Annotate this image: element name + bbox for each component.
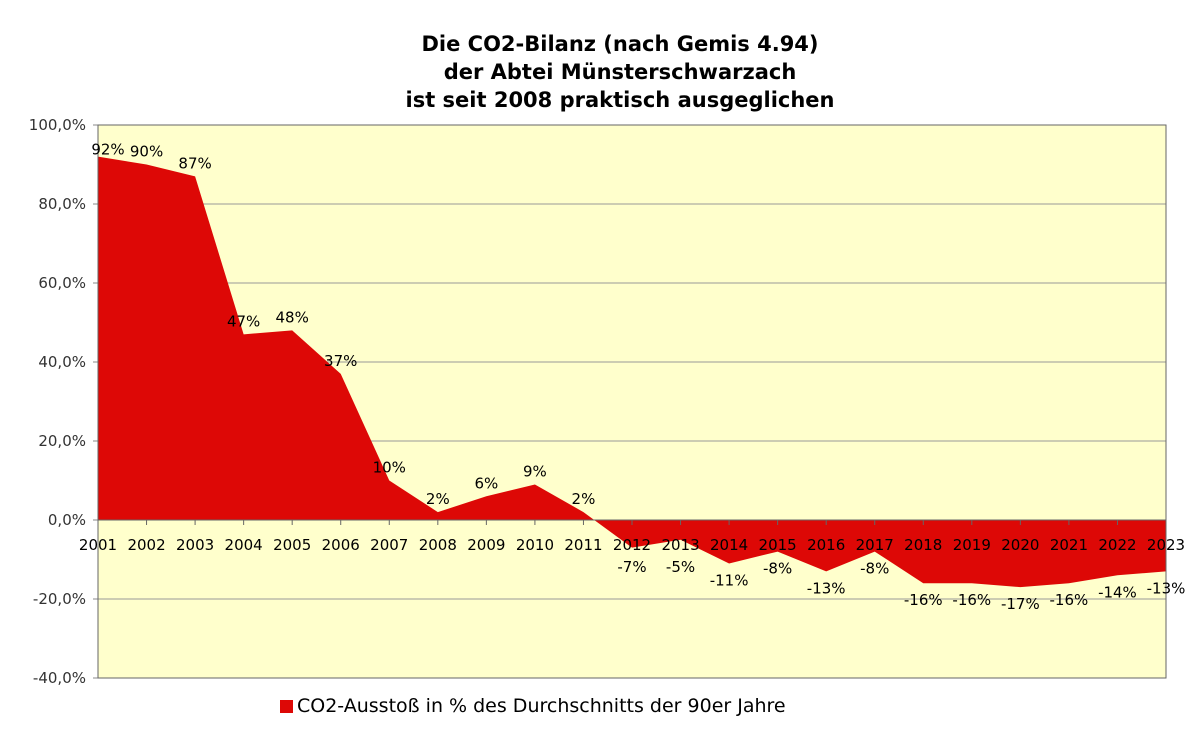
x-tick-label: 2015 (759, 536, 797, 554)
data-label: 87% (178, 154, 211, 172)
data-label: 90% (130, 143, 163, 161)
data-label: -8% (860, 560, 889, 578)
x-tick-label: 2002 (127, 536, 165, 554)
x-tick-label: 2014 (710, 536, 748, 554)
x-tick-label: 2016 (807, 536, 845, 554)
x-tick-label: 2019 (953, 536, 991, 554)
x-tick-label: 2013 (661, 536, 699, 554)
data-label: -8% (763, 560, 792, 578)
title-line-2: der Abtei Münsterschwarzach (443, 60, 797, 84)
x-tick-label: 2009 (467, 536, 505, 554)
data-label: 48% (276, 308, 309, 326)
data-label: 10% (373, 459, 406, 477)
area-series (98, 156, 1166, 588)
x-tick-label: 2012 (613, 536, 651, 554)
data-label: 2% (426, 490, 450, 508)
y-tick-label: 60,0% (38, 274, 86, 292)
data-label: -7% (617, 558, 646, 576)
legend: CO2-Ausstoß in % des Durchschnitts der 9… (280, 695, 786, 717)
data-label: 9% (523, 462, 547, 480)
data-label: -13% (807, 579, 846, 597)
chart-title: Die CO2-Bilanz (nach Gemis 4.94) der Abt… (0, 30, 1200, 114)
x-tick-label: 2017 (856, 536, 894, 554)
title-line-3: ist seit 2008 praktisch ausgeglichen (405, 88, 835, 112)
y-tick-label: 0,0% (48, 511, 86, 529)
data-label: 2% (572, 490, 596, 508)
legend-swatch (280, 699, 293, 713)
y-tick-label: 20,0% (38, 432, 86, 450)
x-tick-label: 2011 (564, 536, 602, 554)
plot-border (97, 124, 1167, 679)
data-label: -11% (710, 571, 749, 589)
data-label: 37% (324, 352, 357, 370)
data-label: 47% (227, 312, 260, 330)
data-label: 6% (474, 474, 498, 492)
x-tick-label: 2023 (1147, 536, 1185, 554)
x-tick-label: 2007 (370, 536, 408, 554)
data-label: -16% (1050, 591, 1089, 609)
x-tick-label: 2004 (225, 536, 263, 554)
x-tick-label: 2001 (79, 536, 117, 554)
x-tick-label: 2006 (322, 536, 360, 554)
x-tick-label: 2005 (273, 536, 311, 554)
title-line-1: Die CO2-Bilanz (nach Gemis 4.94) (421, 32, 819, 56)
data-label: -5% (666, 558, 695, 576)
y-tick-label: 80,0% (38, 195, 86, 213)
y-tick-label: -20,0% (33, 590, 86, 608)
data-label: -14% (1098, 583, 1137, 601)
y-tick-label: -40,0% (33, 669, 86, 687)
legend-label: CO2-Ausstoß in % des Durchschnitts der 9… (297, 695, 786, 717)
x-tick-label: 2020 (1001, 536, 1039, 554)
x-tick-label: 2018 (904, 536, 942, 554)
y-tick-label: 100,0% (29, 116, 86, 134)
x-tick-label: 2008 (419, 536, 457, 554)
x-tick-label: 2022 (1098, 536, 1136, 554)
x-tick-label: 2003 (176, 536, 214, 554)
x-tick-label: 2010 (516, 536, 554, 554)
data-label: -16% (952, 591, 991, 609)
data-label: -13% (1147, 579, 1186, 597)
data-label: -16% (904, 591, 943, 609)
data-label: 92% (91, 141, 124, 159)
y-tick-label: 40,0% (38, 353, 86, 371)
x-tick-label: 2021 (1050, 536, 1088, 554)
data-label: -17% (1001, 595, 1040, 613)
